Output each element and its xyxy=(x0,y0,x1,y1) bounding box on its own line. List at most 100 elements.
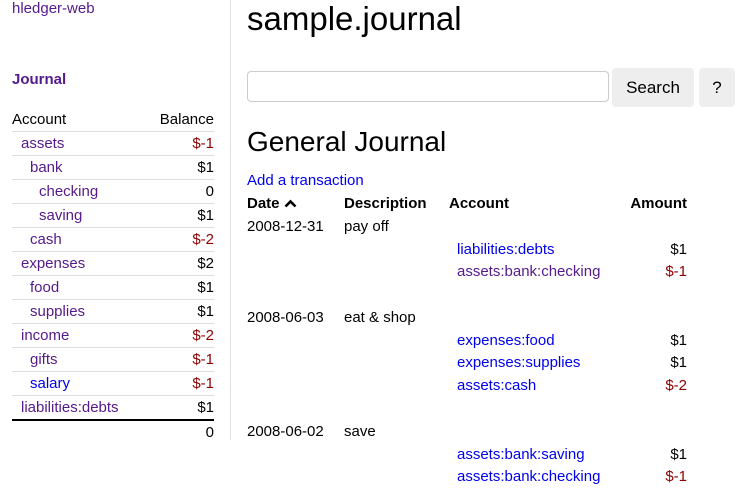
balance-header: Balance xyxy=(159,111,214,128)
account-row: checking 0 xyxy=(12,179,214,204)
spacer-row xyxy=(247,284,687,307)
empty-cell xyxy=(247,375,344,398)
total-row: 0 xyxy=(12,419,214,444)
transaction-row[interactable]: 2008-06-03 eat & shop xyxy=(247,307,687,330)
account-balance: $-2 xyxy=(145,323,214,348)
account-row: salary $-1 xyxy=(12,371,214,396)
account-row: cash $-2 xyxy=(12,227,214,252)
account-link[interactable]: liabilities:debts xyxy=(21,399,119,416)
spacer-row xyxy=(247,398,687,421)
posting-row: assets:bank:saving $1 xyxy=(247,443,687,466)
add-transaction-link[interactable]: Add a transaction xyxy=(247,172,364,189)
page-title: sample.journal xyxy=(247,0,462,37)
account-balance: $1 xyxy=(145,299,214,324)
posting-amount: $1 xyxy=(670,445,687,463)
journal-heading: General Journal xyxy=(247,126,447,157)
posting-account-link[interactable]: assets:bank:saving xyxy=(457,445,585,463)
account-cell: checking xyxy=(12,179,146,204)
posting-account-cell: assets:bank:checking xyxy=(449,466,622,489)
account-link[interactable]: gifts xyxy=(30,351,58,368)
account-cell: gifts xyxy=(12,347,146,372)
brand-link[interactable]: hledger-web xyxy=(12,0,95,17)
caret-up-icon xyxy=(284,195,297,212)
account-link[interactable]: salary xyxy=(30,375,71,392)
empty-cell xyxy=(247,466,344,489)
empty-cell xyxy=(622,307,687,330)
posting-account-link[interactable]: liabilities:debts xyxy=(457,240,555,258)
account-cell: salary xyxy=(12,371,146,396)
posting-amount: $-1 xyxy=(665,263,687,281)
total-label xyxy=(12,419,146,444)
account-row: assets $-1 xyxy=(12,131,214,156)
spacer xyxy=(247,284,687,307)
account-link[interactable]: food xyxy=(30,279,60,296)
search-button[interactable]: Search xyxy=(612,68,694,107)
posting-account-cell: expenses:food xyxy=(449,329,622,352)
help-button[interactable]: ? xyxy=(699,68,735,107)
posting-amount: $-1 xyxy=(665,468,687,486)
empty-cell xyxy=(247,261,344,284)
sidebar: hledger-web Journal Account Balance asse… xyxy=(0,0,231,444)
account-cell: assets xyxy=(12,131,146,156)
account-link[interactable]: supplies xyxy=(30,303,86,320)
account-cell: expenses xyxy=(12,251,146,276)
account-link[interactable]: bank xyxy=(30,159,63,176)
account-balance: $-1 xyxy=(145,347,214,372)
date-header-label: Date xyxy=(247,195,280,213)
accounts-header: Account Balance xyxy=(12,108,214,132)
transaction-row[interactable]: 2008-12-31 pay off xyxy=(247,216,687,239)
posting-row: assets:cash $-2 xyxy=(247,375,687,398)
posting-row: assets:bank:checking $-1 xyxy=(247,466,687,489)
posting-account-link[interactable]: expenses:food xyxy=(457,331,555,349)
posting-account-link[interactable]: assets:cash xyxy=(457,377,537,395)
search-input[interactable] xyxy=(247,71,609,102)
account-link[interactable]: checking xyxy=(39,183,99,200)
account-header: Account xyxy=(12,111,67,128)
posting-amount: $-2 xyxy=(665,377,687,395)
empty-cell xyxy=(344,375,449,398)
account-link[interactable]: cash xyxy=(30,231,62,248)
account-link[interactable]: saving xyxy=(39,207,83,224)
posting-amount: $1 xyxy=(670,354,687,372)
empty-cell xyxy=(247,329,344,352)
account-cell: liabilities:debts xyxy=(12,395,146,420)
posting-account-link[interactable]: assets:bank:checking xyxy=(457,468,601,486)
account-link[interactable]: expenses xyxy=(21,255,86,272)
date-column-header[interactable]: Date xyxy=(247,193,344,216)
transaction-row[interactable]: 2008-06-02 save xyxy=(247,421,687,444)
account-balance: $1 xyxy=(145,155,214,180)
account-row: bank $1 xyxy=(12,155,214,180)
spacer xyxy=(247,398,687,421)
account-link[interactable]: assets xyxy=(21,135,65,152)
account-cell: income xyxy=(12,323,146,348)
empty-cell xyxy=(344,238,449,261)
account-row: gifts $-1 xyxy=(12,347,214,372)
posting-account-cell: assets:cash xyxy=(449,375,622,398)
posting-account-link[interactable]: expenses:supplies xyxy=(457,354,581,372)
empty-cell xyxy=(344,261,449,284)
empty-cell xyxy=(449,307,622,330)
journal-table: Date Description Account Amount 2008-12-… xyxy=(247,193,687,489)
empty-cell xyxy=(247,238,344,261)
posting-account-cell: assets:bank:checking xyxy=(449,261,622,284)
transaction-date: 2008-12-31 xyxy=(247,218,324,236)
account-row: saving $1 xyxy=(12,203,214,228)
posting-account-link[interactable]: assets:bank:checking xyxy=(457,263,601,281)
empty-cell xyxy=(344,466,449,489)
posting-row: expenses:food $1 xyxy=(247,329,687,352)
journal-link[interactable]: Journal xyxy=(12,71,67,88)
description-column-header: Description xyxy=(344,195,427,213)
account-balance: $2 xyxy=(145,251,214,276)
account-row: liabilities:debts $1 xyxy=(12,395,214,420)
transaction-description: pay off xyxy=(344,218,389,236)
account-cell: food xyxy=(12,275,146,300)
journal-header: Date Description Account Amount xyxy=(247,193,687,216)
empty-cell xyxy=(449,421,622,444)
empty-cell xyxy=(622,216,687,239)
account-cell: bank xyxy=(12,155,146,180)
posting-account-cell: liabilities:debts xyxy=(449,238,622,261)
posting-account-cell: assets:bank:saving xyxy=(449,443,622,466)
transaction-description: save xyxy=(344,422,376,440)
account-link[interactable]: income xyxy=(21,327,70,344)
posting-amount: $1 xyxy=(670,331,687,349)
